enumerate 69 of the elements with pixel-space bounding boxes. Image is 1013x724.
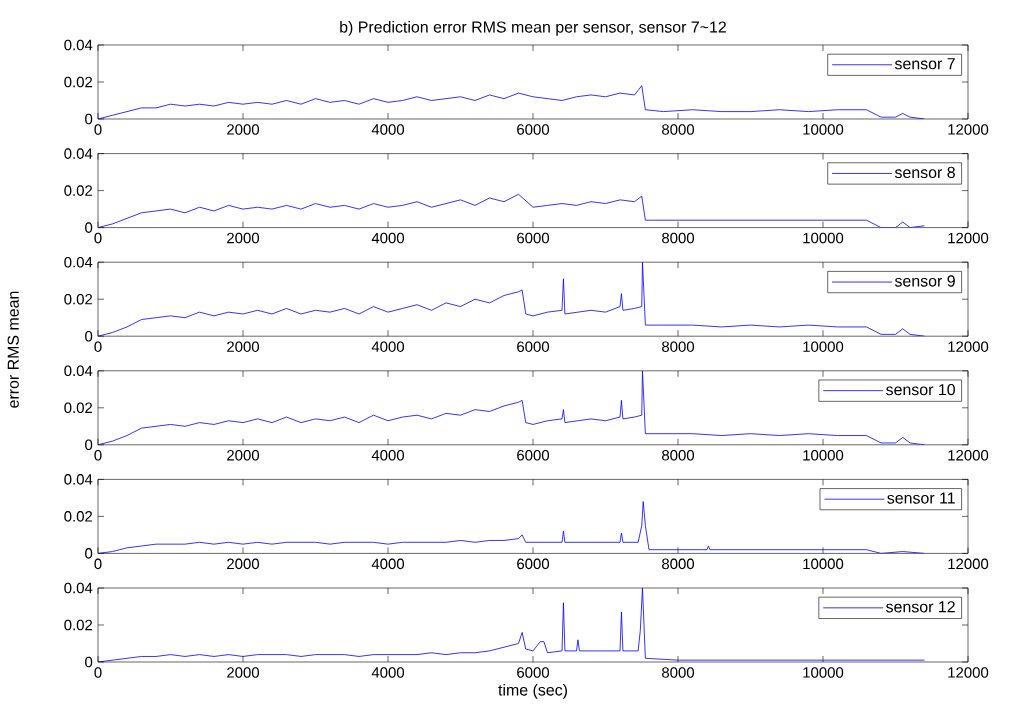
x-tick-label: 6000 <box>517 232 550 244</box>
x-tick-label: 10000 <box>803 124 844 135</box>
x-tick-label: 6000 <box>517 449 550 461</box>
x-tick-label: 12000 <box>948 667 989 678</box>
legend-label: sensor 7 <box>894 58 955 70</box>
y-tick-label: 0.02 <box>64 511 93 522</box>
x-tick-label: 0 <box>94 558 102 570</box>
x-tick-label: 8000 <box>662 124 695 135</box>
y-tick-label: 0 <box>85 330 93 342</box>
x-tick-label: 4000 <box>371 558 405 570</box>
y-tick-label: 0.04 <box>64 582 93 594</box>
x-tick-label: 0 <box>94 232 102 244</box>
x-tick-label: 12000 <box>948 558 989 570</box>
x-tick-label: 8000 <box>662 667 695 678</box>
x-tick-label: 0 <box>94 449 102 461</box>
x-tick-label: 2000 <box>227 449 260 461</box>
x-tick-label: 10000 <box>803 232 844 244</box>
y-tick-label: 0.02 <box>64 402 93 414</box>
x-tick-label: 4000 <box>371 341 405 352</box>
y-tick-label: 0.04 <box>64 148 93 159</box>
x-tick-label: 2000 <box>227 341 260 352</box>
x-tick-label: 10000 <box>803 449 844 461</box>
legend-label: sensor 10 <box>886 383 955 396</box>
x-tick-label: 0 <box>94 341 102 352</box>
y-tick-label: 0.04 <box>64 256 93 268</box>
legend-label: sensor 9 <box>894 275 955 287</box>
y-tick-label: 0.02 <box>64 185 93 196</box>
y-tick-label: 0 <box>85 222 93 233</box>
x-tick-label: 6000 <box>517 341 550 352</box>
x-tick-label: 4000 <box>371 449 405 461</box>
x-tick-label: 6000 <box>517 558 550 570</box>
x-tick-label: 10000 <box>803 341 844 352</box>
x-tick-label: 0 <box>94 667 102 678</box>
x-tick-label: 12000 <box>948 232 989 244</box>
y-tick-label: 0.02 <box>64 619 93 631</box>
x-tick-label: 0 <box>94 124 102 135</box>
x-tick-label: 10000 <box>803 667 844 678</box>
x-tick-label: 4000 <box>371 124 405 135</box>
y-tick-label: 0.02 <box>64 293 93 305</box>
x-tick-label: 6000 <box>517 667 550 678</box>
y-tick-label: 0 <box>85 656 93 668</box>
y-tick-label: 0.04 <box>64 474 93 485</box>
y-tick-label: 0.02 <box>64 76 93 88</box>
x-tick-label: 6000 <box>517 124 550 135</box>
x-tick-label: 2000 <box>227 667 260 678</box>
y-axis-title: error RMS mean <box>7 291 19 408</box>
x-tick-label: 12000 <box>948 341 989 352</box>
y-tick-label: 0 <box>85 113 93 125</box>
x-tick-label: 2000 <box>227 124 260 135</box>
x-tick-label: 4000 <box>371 232 405 244</box>
x-tick-label: 8000 <box>662 341 695 352</box>
y-tick-label: 0.04 <box>64 365 93 377</box>
y-tick-label: 0 <box>85 548 93 559</box>
legend-label: sensor 12 <box>886 601 955 613</box>
x-axis-title: time (sec) <box>498 683 567 699</box>
x-tick-label: 8000 <box>662 558 695 570</box>
x-tick-label: 2000 <box>227 558 260 570</box>
x-tick-label: 2000 <box>227 232 260 244</box>
y-tick-label: 0 <box>85 439 93 451</box>
x-tick-label: 8000 <box>662 232 695 244</box>
x-tick-label: 4000 <box>371 667 405 678</box>
x-tick-label: 10000 <box>803 558 844 570</box>
legend-label: sensor 11 <box>887 492 955 504</box>
x-tick-label: 12000 <box>948 124 989 135</box>
x-tick-label: 12000 <box>948 449 989 461</box>
y-tick-label: 0.04 <box>64 39 93 51</box>
legend-label: sensor 8 <box>894 166 955 179</box>
x-tick-label: 8000 <box>662 449 695 461</box>
chart-title: b) Prediction error RMS mean per sensor, sensor 7~12 <box>340 20 726 36</box>
